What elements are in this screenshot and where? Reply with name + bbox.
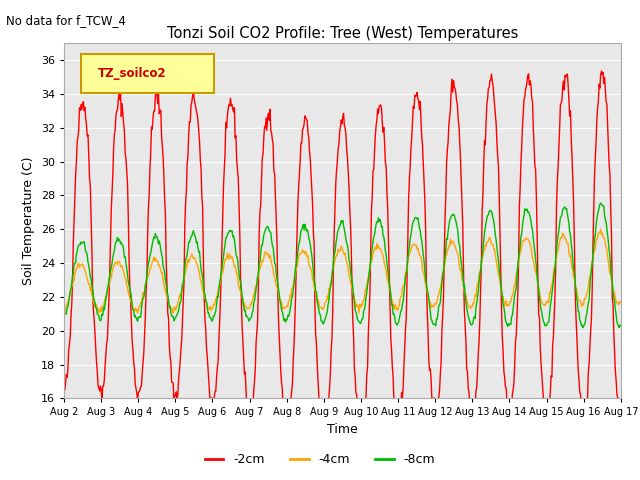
-2cm [356,439,364,445]
-8cm [426,309,434,314]
FancyBboxPatch shape [81,54,214,93]
-4cm [60,308,68,313]
Line: -2cm: -2cm [64,71,621,442]
-2cm [70,218,78,224]
-2cm [127,319,135,325]
Line: -8cm: -8cm [64,203,621,327]
-2cm [411,92,419,98]
-2cm [214,365,221,371]
-2cm [617,418,625,423]
-4cm [411,241,419,247]
-8cm [597,200,605,206]
X-axis label: Time: Time [327,423,358,436]
Line: -4cm: -4cm [64,229,621,313]
-4cm [597,227,605,232]
-8cm [127,294,135,300]
-4cm [170,310,177,316]
Title: Tonzi Soil CO2 Profile: Tree (West) Temperatures: Tonzi Soil CO2 Profile: Tree (West) Temp… [166,25,518,41]
-8cm [410,217,418,223]
-8cm [579,324,587,330]
-8cm [617,323,625,328]
Legend: -2cm, -4cm, -8cm: -2cm, -4cm, -8cm [200,448,440,471]
-4cm [185,260,193,265]
-2cm [184,154,192,160]
Y-axis label: Soil Temperature (C): Soil Temperature (C) [22,156,35,285]
Text: No data for f_TCW_4: No data for f_TCW_4 [6,14,126,27]
-4cm [127,300,135,306]
-4cm [617,299,625,304]
-8cm [70,262,78,267]
-4cm [428,305,435,311]
-2cm [598,68,605,74]
-8cm [60,313,68,319]
-4cm [214,288,222,294]
-4cm [70,278,78,284]
-2cm [60,384,68,390]
-8cm [184,246,192,252]
-2cm [428,376,435,382]
Text: TZ_soilco2: TZ_soilco2 [97,67,166,80]
-8cm [214,294,221,300]
